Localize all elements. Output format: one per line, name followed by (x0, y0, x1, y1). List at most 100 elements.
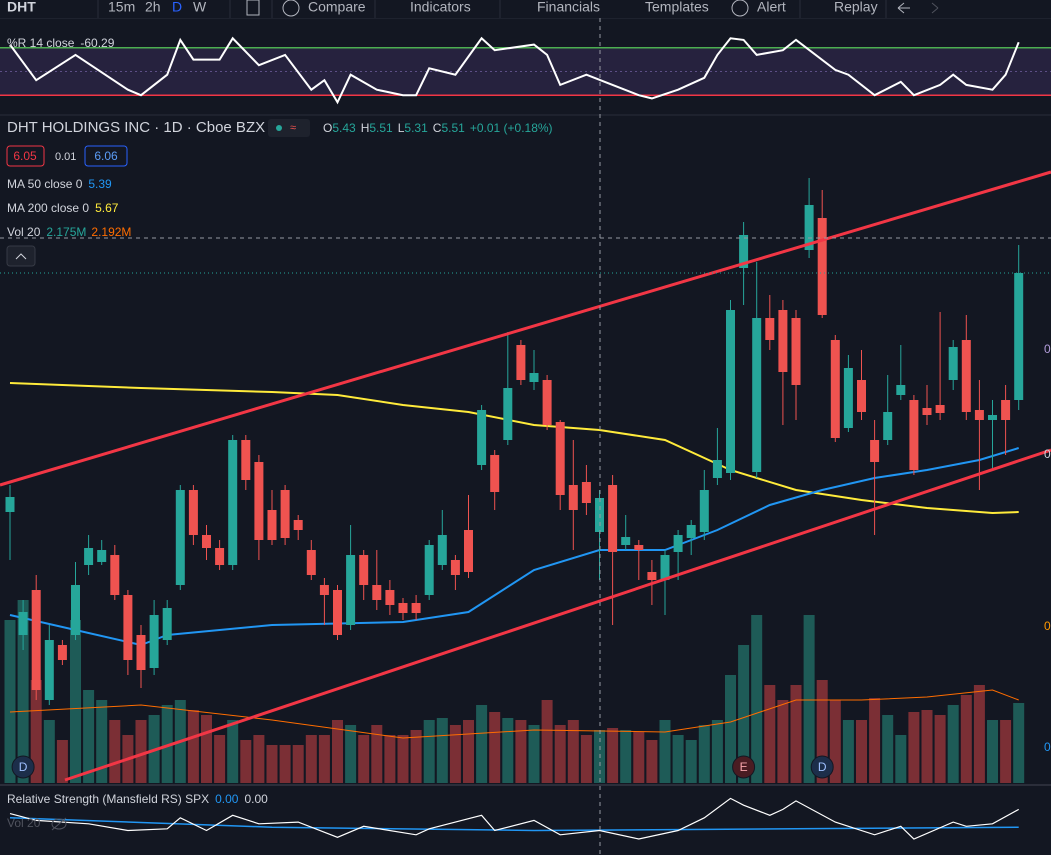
ask: 6.06 (94, 149, 118, 163)
volume-bar (410, 730, 422, 783)
interval-button[interactable]: 15m (108, 0, 135, 15)
candle-body (503, 388, 513, 440)
indicator-value: 2.175M (46, 225, 86, 239)
chart-type-icon[interactable] (246, 0, 260, 16)
volume-bar (947, 705, 959, 783)
volume-bar (711, 720, 723, 783)
indicator-legend[interactable]: Vol 20 2.175M 2.192M (7, 225, 131, 239)
bid-box[interactable] (6, 145, 45, 167)
candle-body (411, 603, 421, 613)
candle-body (385, 590, 395, 605)
market-status[interactable] (268, 119, 310, 137)
redo-icon[interactable] (931, 2, 939, 14)
trend-line[interactable] (64, 448, 1051, 782)
volume-bar (227, 720, 239, 783)
candle-body (372, 585, 382, 600)
ohlc-value: 5.51 (441, 121, 465, 135)
ohlc-key: L (398, 121, 405, 135)
candle-body (44, 640, 54, 700)
candle-body (1001, 400, 1011, 420)
candle-body (1014, 273, 1024, 400)
candle-body (97, 550, 107, 562)
candle-body (830, 340, 840, 438)
volume-bar (423, 720, 435, 783)
candle-body (883, 412, 893, 440)
collapse-button[interactable] (6, 245, 36, 267)
volume-bar (135, 720, 147, 783)
volume-bar (580, 735, 592, 783)
candle-body (215, 548, 225, 565)
candle-body (948, 347, 958, 380)
volume-bar (607, 728, 619, 783)
candle-body (424, 545, 434, 595)
volume-bar (305, 735, 317, 783)
indicator-legend[interactable]: Relative Strength (Mansfield RS) SPX 0.00… (7, 792, 268, 806)
event-marker[interactable] (810, 755, 834, 779)
hidden-indicator[interactable]: Vol 20 (7, 816, 41, 830)
symbol[interactable]: DHT (7, 0, 36, 15)
volume-bar (109, 720, 121, 783)
axis-label-fragment: 0 (1044, 740, 1051, 754)
ohlc-value: 5.51 (369, 121, 393, 135)
volume-bar (358, 735, 370, 783)
toolbar-button[interactable]: Templates (645, 0, 709, 15)
candle-body (293, 520, 303, 530)
volume-bar (1000, 720, 1012, 783)
volume-bar (502, 718, 514, 783)
indicator-value: 0.00 (215, 792, 239, 806)
candle-body (254, 462, 264, 540)
alert-icon[interactable] (731, 0, 749, 17)
panes (0, 36, 1051, 840)
volume-bar (279, 745, 291, 783)
bid: 6.05 (13, 149, 37, 163)
toolbar-button[interactable]: Replay (834, 0, 878, 15)
candle-body (267, 510, 277, 540)
candle-body (359, 555, 369, 585)
interval-button[interactable]: D (172, 0, 182, 15)
candle-body (57, 645, 67, 660)
indicator-value: -60.29 (80, 36, 114, 50)
indicator-value: 2.192M (91, 225, 131, 239)
overlay: DHT %R 14 close -60.29 DHT HOLDINGS INC ·… (6, 0, 1051, 831)
candle-body (961, 340, 971, 412)
toolbar-button[interactable]: Financials (537, 0, 600, 15)
volume-bar (292, 745, 304, 783)
indicator-legend[interactable]: MA 200 close 0 5.67 (7, 201, 119, 215)
volume-bar (161, 705, 173, 783)
candle-body (31, 590, 41, 690)
toolbar-button[interactable]: Alert (757, 0, 786, 15)
volume-bar (869, 698, 881, 783)
event-label: D (19, 760, 28, 774)
volume-bar (567, 720, 579, 783)
candle-body (71, 585, 80, 635)
candle-body (765, 318, 775, 340)
volume-bar (842, 720, 854, 783)
interval-button[interactable]: W (193, 0, 207, 15)
undo-icon[interactable] (897, 2, 910, 14)
candle-body (202, 535, 211, 548)
volume-bar (554, 725, 566, 783)
volume-bar (515, 720, 527, 783)
indicator-legend[interactable]: %R 14 close -60.29 (7, 36, 115, 50)
event-marker[interactable] (732, 755, 756, 779)
indicator-legend[interactable]: MA 50 close 0 5.39 (7, 177, 112, 191)
rs-ma-line (9, 817, 1019, 832)
toolbar-button[interactable]: Indicators (410, 0, 471, 15)
volume-bar (43, 720, 55, 783)
toolbar-button[interactable]: Compare (308, 0, 366, 15)
indicator-name: Relative Strength (Mansfield RS) SPX (7, 792, 209, 806)
candle-body (162, 608, 172, 640)
event-marker[interactable] (11, 755, 35, 779)
eye-off-icon[interactable] (51, 817, 67, 831)
candle-body (149, 615, 159, 668)
trend-line[interactable] (0, 170, 1051, 487)
candle-body (477, 410, 487, 465)
compare-icon[interactable] (282, 0, 300, 17)
candle-body (922, 408, 932, 415)
interval-button[interactable]: 2h (145, 0, 161, 15)
axis-label-fragment: 0 (1044, 342, 1051, 356)
volume-bar (96, 700, 108, 783)
candle-body (857, 380, 866, 412)
candle-body (699, 490, 709, 532)
ask-box[interactable] (84, 145, 128, 167)
